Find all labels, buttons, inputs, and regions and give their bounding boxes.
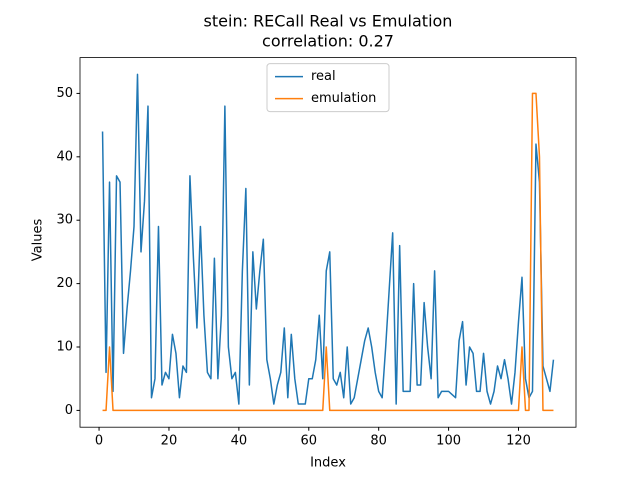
y-tick-label: 30 [56,213,73,228]
legend-label: real [311,69,336,84]
y-axis-label: Values [31,219,46,262]
legend-box [266,63,390,113]
line-series [101,73,555,405]
plot-frame [79,57,577,428]
x-tick-label: 60 [301,434,318,449]
line-series [102,92,554,412]
y-tick-label: 0 [65,403,73,418]
x-tick-label: 20 [161,434,178,449]
x-tick-label: 100 [436,434,461,449]
x-tick-label: 40 [231,434,248,449]
chart-subtitle: correlation: 0.27 [262,32,394,51]
y-tick-label: 20 [56,276,73,291]
x-tick-label: 120 [506,434,531,449]
x-tick-label: 80 [370,434,387,449]
legend: real emulation [266,63,390,113]
legend-label: emulation [311,91,376,106]
y-tick-label: 40 [56,149,73,164]
y-tick-label: 50 [56,86,73,101]
x-tick-label: 0 [95,434,103,449]
chart-title: stein: RECall Real vs Emulation [204,12,453,31]
x-axis-label: Index [310,456,346,471]
y-tick-label: 10 [56,340,73,355]
